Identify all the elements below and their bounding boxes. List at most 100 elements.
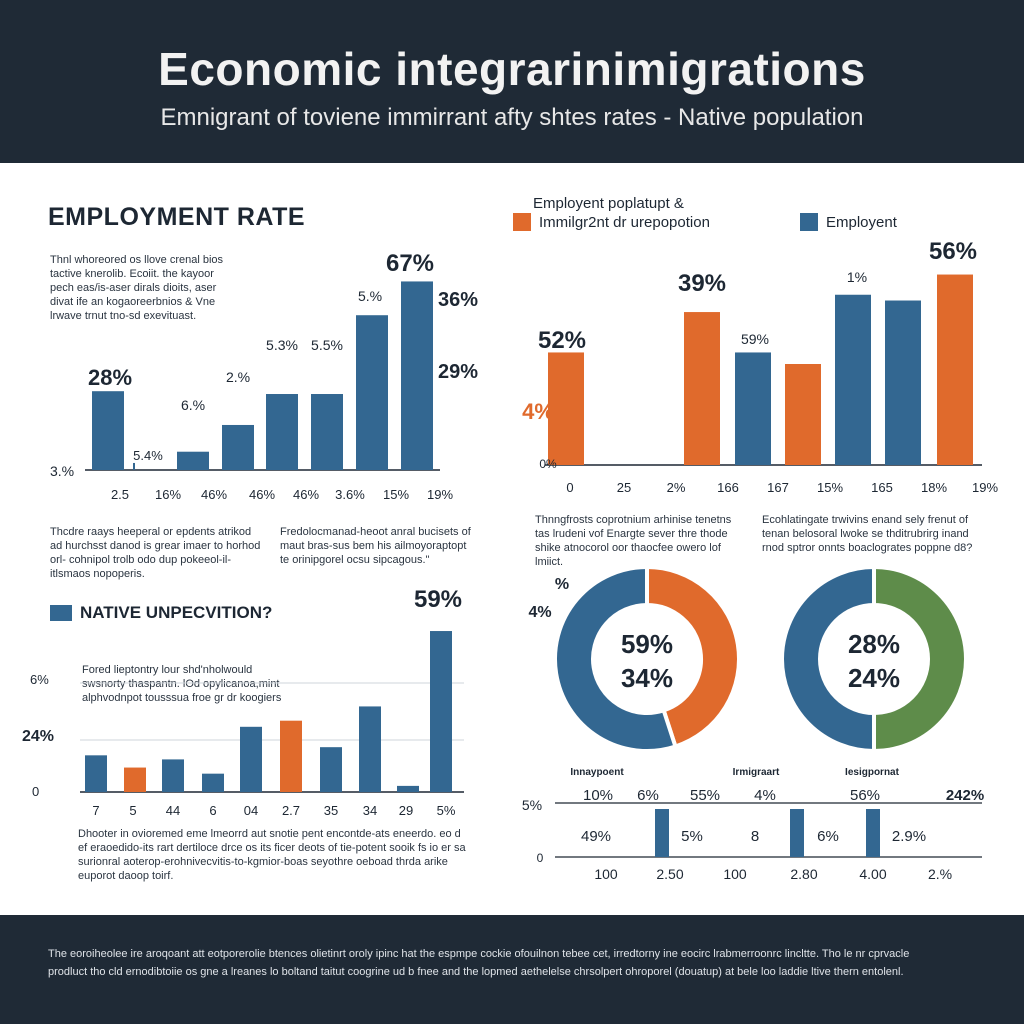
donut-chart-1: 59% 34%%4% xyxy=(528,564,741,753)
employment-rate-value-label: 5.3% xyxy=(266,337,298,353)
employment-rate-side-label: 29% xyxy=(438,361,478,383)
legend-immigrant-swatch xyxy=(513,213,531,231)
native-bar xyxy=(202,773,224,792)
employment-population-bar xyxy=(735,352,771,465)
table-row2-value: 8 xyxy=(751,828,759,845)
bottom-table-chart: Innaypoent Irmigraart Iesigpornat 5% 0 10% 6% 5… xyxy=(522,767,984,882)
donut-1-slice xyxy=(553,564,678,753)
donut-1-outer-label: 4% xyxy=(528,604,551,621)
native-x-tick: 29 xyxy=(399,803,413,818)
native-chart: 6% 24% 0 59% 7 5 44 6 04 2.7 35 34 29 5% xyxy=(22,586,464,818)
employment-rate-value-label: 2.% xyxy=(226,369,250,385)
native-value-label: 59% xyxy=(414,586,462,613)
employment-rate-x-tick: 19% xyxy=(427,487,453,502)
native-section-title: NATIVE UNPECVITION? xyxy=(50,603,272,623)
table-bar xyxy=(866,809,880,857)
table-row2-value: 2.9% xyxy=(892,828,926,845)
native-bar xyxy=(162,759,184,792)
employment-population-value-label: 1% xyxy=(847,269,867,285)
employment-rate-x-tick: 2.5 xyxy=(111,487,129,502)
employment-population-side-label: 4% xyxy=(522,399,554,424)
native-bar xyxy=(124,767,146,792)
employment-population-x-tick: 167 xyxy=(767,480,789,495)
table-row1-value: 6% xyxy=(637,787,659,804)
native-x-tick: 44 xyxy=(166,803,180,818)
table-x-label: 2.50 xyxy=(656,866,683,882)
employment-population-bar xyxy=(937,274,973,465)
table-y-label: 5% xyxy=(522,797,542,813)
employment-population-title: Employent poplatupt & xyxy=(533,195,684,212)
donut-1-slice xyxy=(645,564,741,750)
table-row1-value: 56% xyxy=(850,787,880,804)
employment-rate-x-tick: 15% xyxy=(383,487,409,502)
footer-text-1: The eoroiheolee ire aroqoant att eotpore… xyxy=(48,948,910,960)
employment-population-x-tick: 166 xyxy=(717,480,739,495)
native-x-tick: 2.7 xyxy=(282,803,300,818)
employment-rate-value-label: 5.% xyxy=(358,288,382,304)
employment-rate-x-tick: 16% xyxy=(155,487,181,502)
donut-2-slice xyxy=(780,564,876,754)
employment-population-x-tick: 165 xyxy=(871,480,893,495)
table-row2-value: 49% xyxy=(581,828,611,845)
legend-immigrant-label: Immilgr2nt dr urepopotion xyxy=(539,213,710,231)
native-bar xyxy=(240,726,262,792)
native-bar xyxy=(85,755,107,792)
donut-1-outer-label: % xyxy=(555,576,569,593)
native-bar xyxy=(280,720,302,792)
employment-rate-chart: 28% 5.4% 6.% 2.% 5.3% 5.5% 5.%67% 3.% 36% 29% 2.5 1… xyxy=(50,250,478,502)
employment-rate-bar xyxy=(266,394,298,470)
paragraph-mid-right-2: Ecohlatingate trwivins enand sely frenut… xyxy=(762,514,973,554)
native-x-tick: 34 xyxy=(363,803,377,818)
paragraph-mid-right-1: Thnngfrosts coprotnium arhinise tenetns … xyxy=(535,514,732,568)
native-x-tick: 5% xyxy=(437,803,456,818)
native-swatch xyxy=(50,605,72,621)
employment-population-bar xyxy=(835,294,871,465)
employment-population-x-tick: 18% xyxy=(921,480,947,495)
table-header: Innaypoent xyxy=(570,767,624,778)
footer-text-2: prodluct tho cld ernodibtoiie os gne a l… xyxy=(48,966,904,978)
employment-rate-bar xyxy=(401,281,433,470)
employment-rate-value-label: 5.5% xyxy=(311,337,343,353)
native-y-tick: 6% xyxy=(30,672,49,687)
header: Economic integrarinimigrations Emnigrant… xyxy=(0,0,1024,163)
native-bar xyxy=(397,785,419,792)
footer: The eoroiheolee ire aroqoant att eotpore… xyxy=(0,915,1024,1024)
native-title-text: NATIVE UNPECVITION? xyxy=(80,603,273,622)
employment-rate-bar xyxy=(311,394,343,470)
employment-rate-x-tick: 46% xyxy=(201,487,227,502)
employment-population-value-label: 39% xyxy=(678,270,726,297)
donut-1-center-label: 34% xyxy=(621,663,673,693)
employment-rate-x-tick: 46% xyxy=(293,487,319,502)
native-x-tick: 35 xyxy=(324,803,338,818)
employment-population-x-tick: 2% xyxy=(667,480,686,495)
employment-population-value-label: 52% xyxy=(538,327,586,354)
table-x-label: 100 xyxy=(594,866,618,882)
native-bar xyxy=(359,706,381,792)
table-row1-value: 10% xyxy=(583,787,613,804)
employment-rate-value-label: 28% xyxy=(88,365,132,390)
page-title: Economic integrarinimigrations xyxy=(158,43,866,95)
native-x-tick: 6 xyxy=(209,803,216,818)
employment-population-x-tick: 25 xyxy=(617,480,631,495)
employment-rate-x-tick: 46% xyxy=(249,487,275,502)
donut-2-slice xyxy=(872,564,968,754)
employment-rate-bar xyxy=(177,451,209,470)
table-row2-value: 5% xyxy=(681,828,703,845)
employment-population-value-label: 59% xyxy=(741,331,769,347)
employment-population-x-tick: 15% xyxy=(817,480,843,495)
legend-employment-label: Employent xyxy=(826,213,897,231)
table-row1-value: 55% xyxy=(690,787,720,804)
paragraph-mid-left-1: Thcdre raays heeperal or epdents atrikod… xyxy=(50,526,261,580)
table-row1-value: 242% xyxy=(946,787,984,804)
donut-2-center-label: 28% xyxy=(848,629,900,659)
table-header: Iesigpornat xyxy=(845,767,900,778)
employment-rate-value-label: 6.% xyxy=(181,397,205,413)
employment-rate-x-tick: 3.6% xyxy=(335,487,365,502)
table-x-label: 100 xyxy=(723,866,747,882)
employment-population-value-label: 56% xyxy=(929,238,977,265)
employment-population-bar xyxy=(785,364,821,465)
legend-employment: Employent xyxy=(800,213,897,231)
table-row2-value: 6% xyxy=(817,828,839,845)
native-bar xyxy=(430,631,452,792)
table-x-label: 2.80 xyxy=(790,866,817,882)
